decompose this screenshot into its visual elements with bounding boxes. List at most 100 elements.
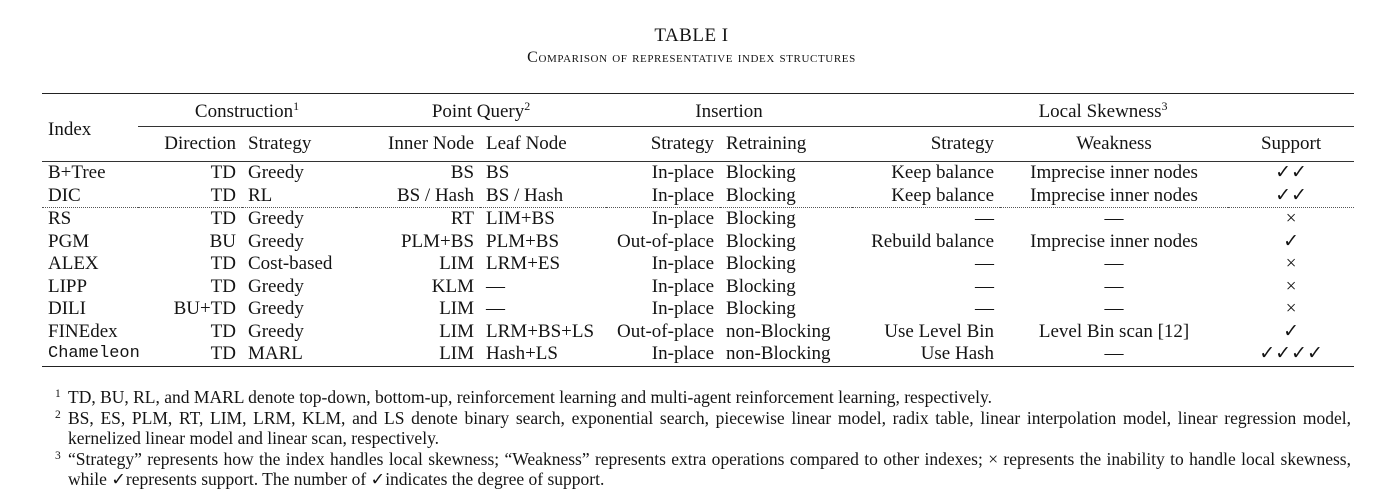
cell-skewness-strategy: Keep balance [891,184,995,206]
cell-weakness: — [1000,343,1229,367]
cell-direction: TD [210,320,236,342]
header-group-construction: Construction1 [138,93,357,127]
cell-weakness: — [1104,275,1124,297]
cell-index: LIPP [48,275,88,297]
cell-retraining: Blocking [720,207,853,231]
cell-index: DILI [48,298,86,319]
cell-weakness: — [1104,253,1124,274]
cell-weakness: Level Bin scan [12] [1038,320,1190,342]
column-header: Leaf Node [486,132,567,154]
cell-skewness-strategy: Use Level Bin [884,320,995,342]
column-header: Direction [164,132,236,154]
cell-insertion-strategy: In-place [606,343,721,367]
table-caption: TABLE I Comparison of representative ind… [0,26,1383,70]
cell-index: B+Tree [42,161,138,185]
table-row: DIC TD RL BS / Hash BS / Hash In-place Blockin… [42,185,1354,208]
cell-support: ✓✓ [1275,184,1307,206]
table-row: RS TD Greedy RT LIM+BS In-place Blocking — — × [42,207,1355,231]
cell-leaf-node: — [486,298,506,319]
cell-index: FINEdex [48,320,118,342]
cell-insertion-strategy: In-place [606,207,721,231]
column-header: Weakness [1076,132,1152,154]
footnotes: 1 TD, BU, RL, and MARL denote top-down, b… [55,387,1351,490]
cell-skewness-strategy: Keep balance [852,161,1001,185]
cell-weakness: — [1000,207,1229,231]
cell-construction-strategy: MARL [242,343,357,367]
cell-retraining: Blocking [726,298,796,319]
cell-skewness-strategy: Use Hash [852,343,1001,367]
cell-inner-node: LIM [356,343,481,367]
table-row: Chameleon TD MARL LIM Hash+LS In-place non-Blo… [42,343,1355,367]
column-header: Retraining [726,132,807,154]
table-row: DILI BU+TD Greedy LIM — In-place Blocking — — × [42,298,1354,321]
comparison-table: Index Construction1 Point Query2 Inserti… [42,93,1355,367]
cell-insertion-strategy: In-place [651,184,715,206]
column-header: Strategy [930,132,995,154]
cell-weakness: — [1104,298,1124,319]
cell-insertion-strategy: In-place [651,275,715,297]
cell-inner-node: LIM [439,298,475,319]
cell-direction: TD [138,161,242,185]
cell-retraining: non-Blocking [726,320,831,342]
cell-construction-strategy: Greedy [242,207,357,231]
footnote-2: 2 BS, ES, PLM, RT, LIM, LRM, KLM, and LS … [55,407,1351,449]
table-title: Comparison of representative index struc… [527,49,856,66]
table-row: B+Tree TD Greedy BS BS In-place Blocking Keep b… [42,161,1355,185]
header-group-point-query: Point Query2 [356,93,607,127]
header-group-local-skewness: Local Skewness3 [852,93,1355,127]
cell-direction: BU [209,230,236,252]
header-group-insertion: Insertion [606,93,853,127]
cell-index: DIC [48,184,81,206]
cell-support: × [1228,207,1355,231]
cell-weakness: Imprecise inner nodes [1030,230,1198,252]
cell-direction: TD [210,275,236,297]
cell-support: ✓✓ [1228,161,1355,185]
cell-direction: TD [138,343,242,367]
cell-inner-node: LIM [439,320,475,342]
cell-leaf-node: Hash+LS [480,343,607,367]
cell-support: × [1285,298,1297,319]
cell-retraining: Blocking [726,275,796,297]
table-body: B+Tree TD Greedy BS BS In-place Blocking Keep b… [42,161,1355,367]
cell-inner-node: KLM [431,275,475,297]
header-index: Index [48,118,92,140]
table-number: TABLE I [654,25,729,46]
column-header: Strategy [650,132,715,154]
cell-retraining: Blocking [726,253,796,274]
cell-construction-strategy: Greedy [248,298,304,319]
cell-leaf-node: PLM+BS [486,230,560,252]
footnote-1: 1 TD, BU, RL, and MARL denote top-down, b… [55,387,992,407]
cell-leaf-node: LRM+BS+LS [486,320,595,342]
cell-support: ✓ [1283,230,1299,252]
cell-retraining: Blocking [726,184,796,206]
cell-construction-strategy: Cost-based [248,253,333,274]
cell-construction-strategy: Greedy [242,161,357,185]
cell-skewness-strategy: — [975,298,995,319]
cell-retraining: Blocking [720,161,853,185]
cell-construction-strategy: Greedy [248,320,304,342]
cell-inner-node: LIM [439,253,475,274]
cell-insertion-strategy: In-place [651,298,715,319]
table-row: PGM BU Greedy PLM+BS PLM+BS Out-of-place Block… [42,231,1354,254]
cell-index: PGM [48,230,90,252]
cell-leaf-node: — [486,275,506,297]
cell-direction: TD [210,253,236,274]
cell-weakness: Imprecise inner nodes [1000,161,1229,185]
table-row: LIPP TD Greedy KLM — In-place Blocking — — × [42,276,1354,299]
cell-support: ✓✓✓✓ [1228,343,1355,367]
cell-skewness-strategy: — [852,207,1001,231]
footnote-3: 3 “Strategy” represents how the index han… [55,448,1351,490]
cell-leaf-node: LRM+ES [486,253,561,274]
cell-inner-node: PLM+BS [400,230,475,252]
cell-retraining: non-Blocking [720,343,853,367]
cell-construction-strategy: RL [248,184,273,206]
cell-leaf-node: BS / Hash [486,184,564,206]
cell-index: Chameleon [42,343,140,367]
cell-skewness-strategy: — [975,253,995,274]
cell-insertion-strategy: Out-of-place [616,230,715,252]
cell-direction: TD [210,184,236,206]
cell-insertion-strategy: In-place [651,253,715,274]
cell-construction-strategy: Greedy [248,230,304,252]
cell-weakness: Imprecise inner nodes [1030,184,1198,206]
cell-skewness-strategy: — [975,275,995,297]
